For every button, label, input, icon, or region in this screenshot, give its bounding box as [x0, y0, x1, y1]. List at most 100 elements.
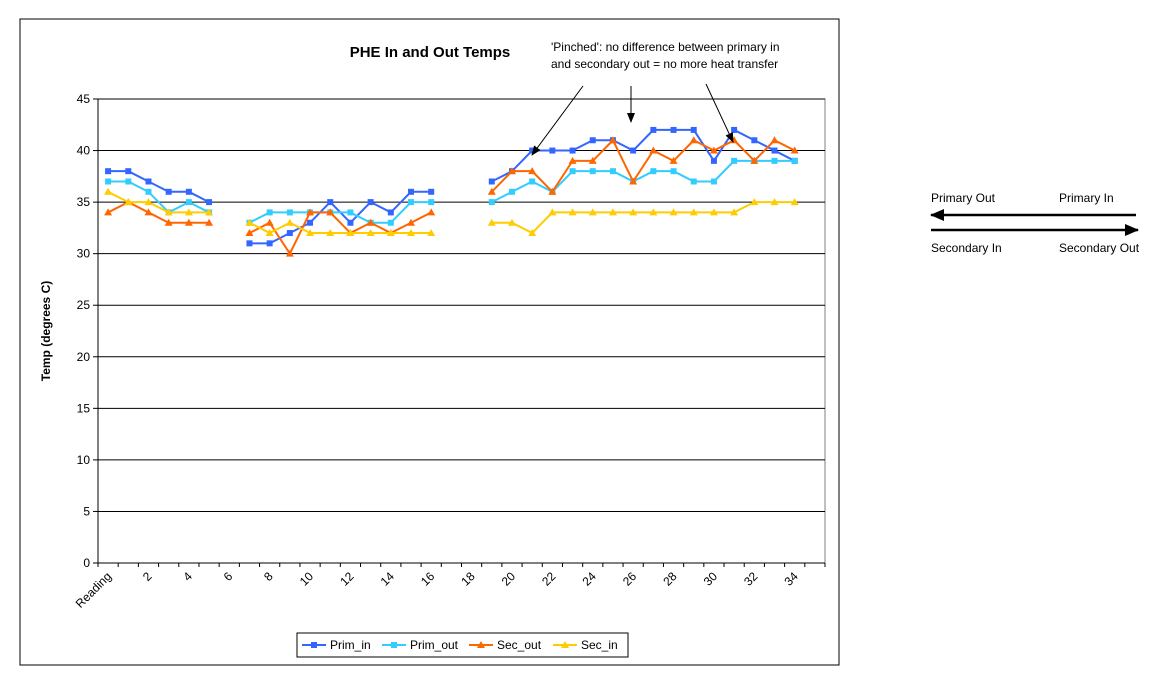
annotation-line-2: and secondary out = no more heat transfe…: [551, 57, 778, 71]
data-point: [770, 198, 779, 206]
data-point: [164, 208, 173, 216]
data-point: [407, 229, 416, 237]
series-line: [108, 170, 210, 204]
data-point: [487, 218, 496, 226]
data-point: [750, 198, 759, 206]
y-tick-label: 20: [77, 350, 91, 364]
data-point: [609, 168, 616, 175]
data-point: [428, 188, 435, 195]
data-point: [507, 167, 516, 175]
data-point: [629, 177, 638, 185]
data-point: [286, 230, 293, 237]
data-point: [427, 208, 436, 216]
annotation-arrow-1: [531, 85, 584, 156]
data-point: [427, 229, 436, 237]
data-point: [569, 147, 576, 154]
y-tick-label: 0: [83, 556, 90, 570]
legend-swatch-marker: [311, 642, 317, 648]
data-point: [589, 168, 596, 175]
data-point: [588, 156, 597, 164]
legend-label: Prim_in: [330, 638, 371, 652]
data-point: [246, 240, 253, 247]
data-point: [771, 147, 778, 154]
series-Sec_in: [104, 187, 799, 237]
data-point: [588, 208, 597, 216]
data-point: [408, 199, 415, 206]
data-point: [690, 126, 697, 133]
data-point: [105, 178, 112, 185]
data-point: [710, 157, 717, 164]
data-point: [145, 188, 152, 195]
secondary-in-label: Secondary In: [931, 241, 1002, 255]
series-line: [491, 201, 795, 235]
data-point: [529, 178, 536, 185]
secondary-out-label: Secondary Out: [1059, 241, 1140, 255]
data-point: [387, 219, 394, 226]
data-point: [608, 208, 617, 216]
y-axis-ticks: 0 5 10 15 20 25 30 35 40 45: [77, 92, 99, 570]
data-point: [548, 208, 557, 216]
data-point: [487, 187, 496, 195]
series-line: [108, 180, 210, 214]
data-point: [346, 229, 355, 237]
data-point: [265, 218, 274, 226]
data-point: [144, 208, 153, 216]
series-line: [491, 128, 796, 183]
data-point: [105, 168, 112, 175]
data-point: [549, 147, 556, 154]
data-point: [791, 157, 798, 164]
data-point: [568, 208, 577, 216]
series-line: [249, 221, 432, 235]
data-point: [629, 208, 638, 216]
data-point: [689, 208, 698, 216]
data-point: [125, 168, 132, 175]
data-point: [730, 208, 739, 216]
data-point: [347, 209, 354, 216]
annotation-arrow-3: [705, 83, 734, 143]
data-point: [205, 208, 214, 216]
data-point: [145, 178, 152, 185]
series-line: [491, 138, 796, 194]
primary-in-label: Primary In: [1059, 191, 1114, 205]
series-Sec_out: [104, 136, 799, 257]
data-point: [184, 218, 193, 226]
data-point: [366, 218, 375, 226]
data-point: [125, 178, 132, 185]
data-point: [185, 199, 192, 206]
series-Prim_out: [105, 157, 798, 226]
series-line: [107, 200, 210, 224]
data-point: [407, 218, 416, 226]
data-point: [366, 229, 375, 237]
data-point: [326, 229, 335, 237]
series-line: [491, 159, 795, 204]
data-point: [670, 168, 677, 175]
data-point: [771, 157, 778, 164]
data-point: [649, 146, 658, 154]
y-tick-label: 10: [77, 453, 91, 467]
data-point: [285, 218, 294, 226]
data-point: [266, 240, 273, 247]
y-tick-label: 40: [77, 144, 91, 158]
data-point: [731, 157, 738, 164]
data-point: [709, 208, 718, 216]
legend-swatch-marker: [391, 642, 397, 648]
series-line: [249, 201, 432, 224]
data-point: [669, 156, 678, 164]
series-layer: [104, 126, 799, 257]
y-tick-label: 15: [77, 401, 91, 415]
data-point: [104, 187, 113, 195]
data-point: [650, 126, 657, 133]
data-point: [488, 199, 495, 206]
series-line: [249, 211, 432, 256]
series-line: [107, 190, 210, 214]
data-point: [285, 249, 294, 257]
data-point: [568, 156, 577, 164]
data-point: [347, 219, 354, 226]
y-tick-label: 25: [77, 298, 91, 312]
y-tick-label: 5: [83, 504, 90, 518]
data-point: [649, 208, 658, 216]
data-point: [144, 198, 153, 206]
annotation-arrows: [531, 83, 734, 156]
data-point: [205, 218, 214, 226]
